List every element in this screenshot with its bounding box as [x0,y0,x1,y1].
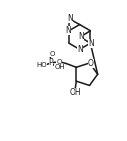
Text: N: N [78,32,84,41]
Text: HO: HO [36,62,47,68]
Text: N: N [77,45,83,54]
Text: O: O [88,59,94,68]
Text: N: N [88,39,94,48]
Text: N: N [65,26,71,35]
Text: P: P [49,58,53,67]
Text: OH: OH [54,64,65,70]
Text: O: O [49,51,55,57]
Text: OH: OH [69,88,81,97]
Text: O: O [56,59,62,65]
Text: N: N [68,14,73,23]
